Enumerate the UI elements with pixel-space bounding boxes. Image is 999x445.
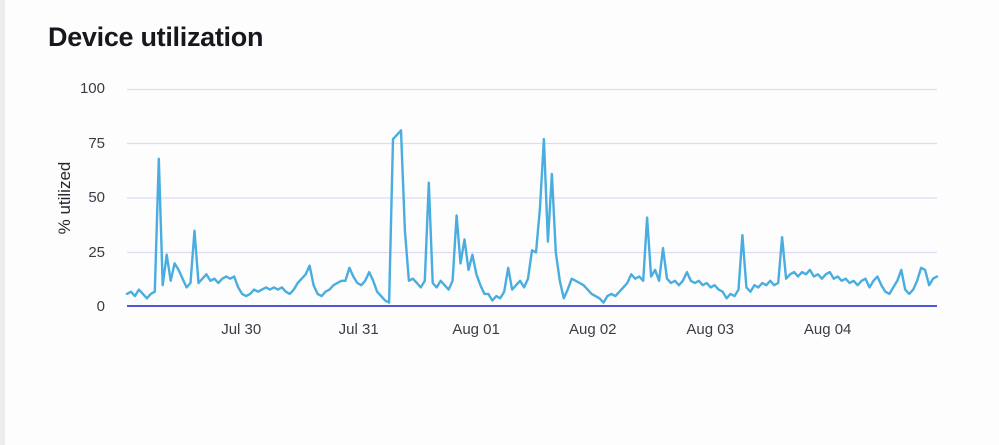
y-tick-label-25: 25 bbox=[88, 243, 105, 261]
y-tick-label-75: 75 bbox=[88, 134, 105, 152]
y-axis-ticks: 100 75 50 25 0 bbox=[70, 80, 115, 315]
y-tick-label-50: 50 bbox=[88, 189, 105, 206]
x-tick-label-aug02: Aug 02 bbox=[568, 321, 617, 338]
y-tick-label-100: 100 bbox=[79, 80, 105, 97]
line-plot-canvas bbox=[125, 88, 939, 307]
page-edge-strip bbox=[0, 0, 5, 445]
x-axis-ticks: Jul 30 Jul 31 Aug 01 Aug 02 Aug 03 Aug 0… bbox=[127, 320, 937, 342]
utilization-series-line bbox=[125, 129, 939, 304]
x-tick-label-aug01: Aug 01 bbox=[452, 321, 500, 338]
x-tick-label-jul31: Jul 31 bbox=[338, 321, 379, 338]
chart-title: Device utilization bbox=[48, 22, 264, 52]
x-tick-label-jul30: Jul 30 bbox=[221, 321, 262, 338]
x-tick-label-aug04: Aug 04 bbox=[803, 321, 852, 338]
x-tick-label-aug03: Aug 03 bbox=[686, 321, 734, 338]
y-tick-label-0: 0 bbox=[96, 298, 105, 315]
